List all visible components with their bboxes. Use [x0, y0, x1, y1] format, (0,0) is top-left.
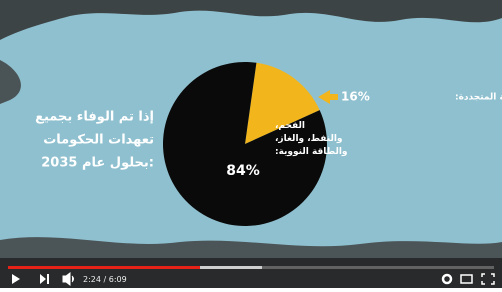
value-label: 84%	[226, 163, 260, 179]
video-frame: الفحم،والنفط، والغاز،والطاقة النووية:84%…	[0, 0, 502, 288]
title-line: إذا تم الوفاء بجميع	[35, 110, 154, 125]
progress-played	[8, 266, 200, 269]
title-line: تعهدات الحكومات	[43, 133, 154, 148]
controls-bar	[0, 258, 502, 288]
chart-title: إذا تم الوفاء بجميع تعهدات الحكومات بحلو…	[35, 110, 154, 171]
value-label: 16%	[341, 90, 370, 104]
time-display: 2:24 / 6:09	[83, 275, 127, 284]
title-line: بحلول عام 2035:	[41, 156, 154, 171]
slice-label: الطاقة المتجددة:	[455, 93, 502, 103]
